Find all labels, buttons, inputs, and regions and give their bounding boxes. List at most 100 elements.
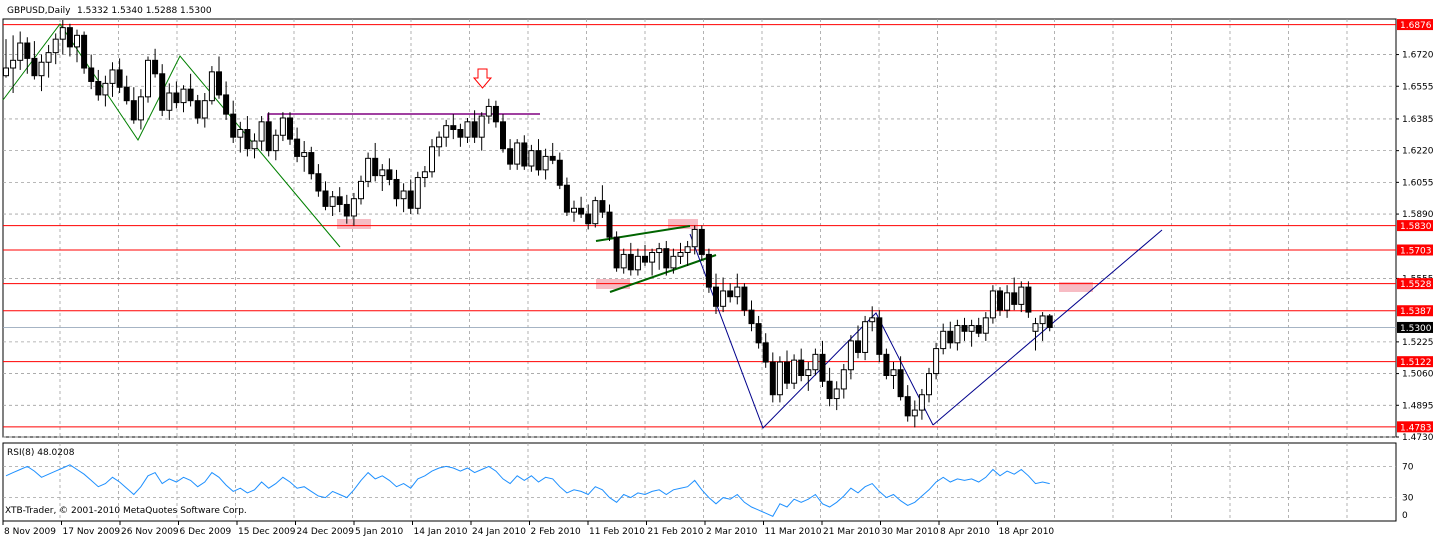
- candle: [45, 44, 52, 78]
- candle-body-bull: [137, 96, 144, 121]
- date-tick-label: 8 Apr 2010: [940, 527, 990, 537]
- candle: [784, 350, 790, 389]
- candle: [109, 62, 116, 97]
- candle: [542, 148, 549, 180]
- candle-body-bear: [798, 359, 805, 377]
- candle-body-bear: [507, 148, 514, 165]
- level-price-tag: [1397, 305, 1433, 317]
- price-tag-label: 1.4783: [1400, 423, 1432, 433]
- candle-body-bear: [784, 361, 790, 384]
- candle: [528, 144, 535, 172]
- candle-body-bear: [769, 361, 776, 396]
- candle-body-bear: [563, 184, 570, 213]
- candle-body-bull: [10, 59, 17, 69]
- candle: [379, 164, 386, 192]
- candle-body-bear: [997, 290, 1003, 311]
- candle-body-bear: [336, 196, 343, 205]
- candle-body-bull: [791, 359, 798, 384]
- candle: [698, 225, 705, 261]
- candle: [670, 248, 677, 274]
- candle-body-bear: [705, 253, 712, 288]
- candle: [769, 352, 776, 403]
- candle-body-bull: [933, 348, 940, 375]
- candle-body-bull: [592, 200, 599, 225]
- candle: [776, 356, 783, 403]
- candle: [31, 41, 38, 80]
- date-tick-label: 15 Dec 2009: [238, 527, 296, 537]
- price-tick-label: 1.6055: [1402, 178, 1434, 188]
- candle-body-bear: [549, 155, 556, 161]
- date-tick-label: 11 Feb 2010: [589, 527, 645, 537]
- candle: [10, 35, 17, 93]
- candle-body-bear: [947, 330, 954, 344]
- candle: [1011, 277, 1018, 311]
- candle: [620, 248, 627, 274]
- date-tick-label: 26 Nov 2009: [121, 527, 179, 537]
- candle-body-bull: [329, 196, 336, 207]
- candle-body-bull: [400, 190, 407, 200]
- candle: [81, 31, 88, 74]
- candle-body-bull: [940, 330, 947, 350]
- candle: [549, 142, 556, 165]
- candle: [571, 200, 577, 222]
- candle-body-bull: [954, 325, 961, 344]
- candle: [59, 19, 66, 55]
- candle-body-bear: [24, 42, 31, 59]
- candle-body-bear: [876, 317, 883, 355]
- candle: [137, 89, 144, 130]
- candle: [208, 66, 215, 105]
- candle-body-bull: [634, 255, 641, 271]
- candle-body-bull: [358, 180, 364, 200]
- candle-body-bear: [904, 396, 911, 417]
- candle-body-bear: [627, 253, 634, 271]
- candle-body-bear: [230, 113, 237, 138]
- candle-body-bull: [812, 353, 819, 371]
- candle-body-bear: [883, 353, 890, 377]
- wedge-upper-line: [595, 225, 691, 242]
- candle-body-bull: [109, 69, 116, 84]
- price-tick-label: 1.5060: [1402, 370, 1434, 380]
- candle-body-bull: [720, 290, 727, 307]
- candle: [66, 23, 73, 57]
- candle: [734, 273, 741, 305]
- highlight-zone: [1059, 282, 1093, 292]
- price-tag-label: 1.5387: [1400, 307, 1432, 317]
- candle-body-bull: [251, 140, 258, 150]
- candle-body-bull: [272, 134, 279, 152]
- candle-body-bear: [265, 121, 272, 152]
- candle: [17, 31, 24, 70]
- date-tick-label: 17 Nov 2009: [63, 527, 121, 537]
- candle-body-bear: [372, 157, 379, 177]
- candle-body-bear: [223, 94, 230, 115]
- candle: [436, 131, 443, 157]
- candle-body-bull: [833, 388, 840, 400]
- candle: [24, 37, 31, 74]
- candle: [365, 152, 372, 188]
- candle-body-bear: [961, 325, 968, 332]
- candle-body-bear: [88, 67, 95, 82]
- candle: [642, 244, 648, 266]
- candle-body-bull: [350, 198, 357, 217]
- candle-body-bear: [556, 159, 563, 186]
- candle: [890, 362, 897, 389]
- candle-body-bull: [443, 125, 450, 138]
- candle: [911, 400, 918, 428]
- candle-body-bear: [897, 369, 904, 398]
- price-tag-label: 1.6876: [1400, 21, 1432, 31]
- candle: [691, 225, 698, 255]
- candle: [258, 116, 265, 151]
- candle-body-bear: [741, 286, 748, 311]
- candle-body-bear: [500, 121, 506, 150]
- candle: [95, 69, 102, 101]
- candle: [563, 177, 570, 216]
- candle-body-bull: [365, 157, 372, 182]
- candle: [194, 94, 201, 124]
- candle-body-bull: [59, 27, 66, 40]
- level-price-tag: [1397, 278, 1433, 290]
- candle-body-bull: [989, 290, 996, 319]
- candle: [705, 248, 712, 293]
- candle-body-bull: [982, 317, 989, 334]
- candle: [74, 29, 80, 63]
- candle: [1025, 281, 1032, 318]
